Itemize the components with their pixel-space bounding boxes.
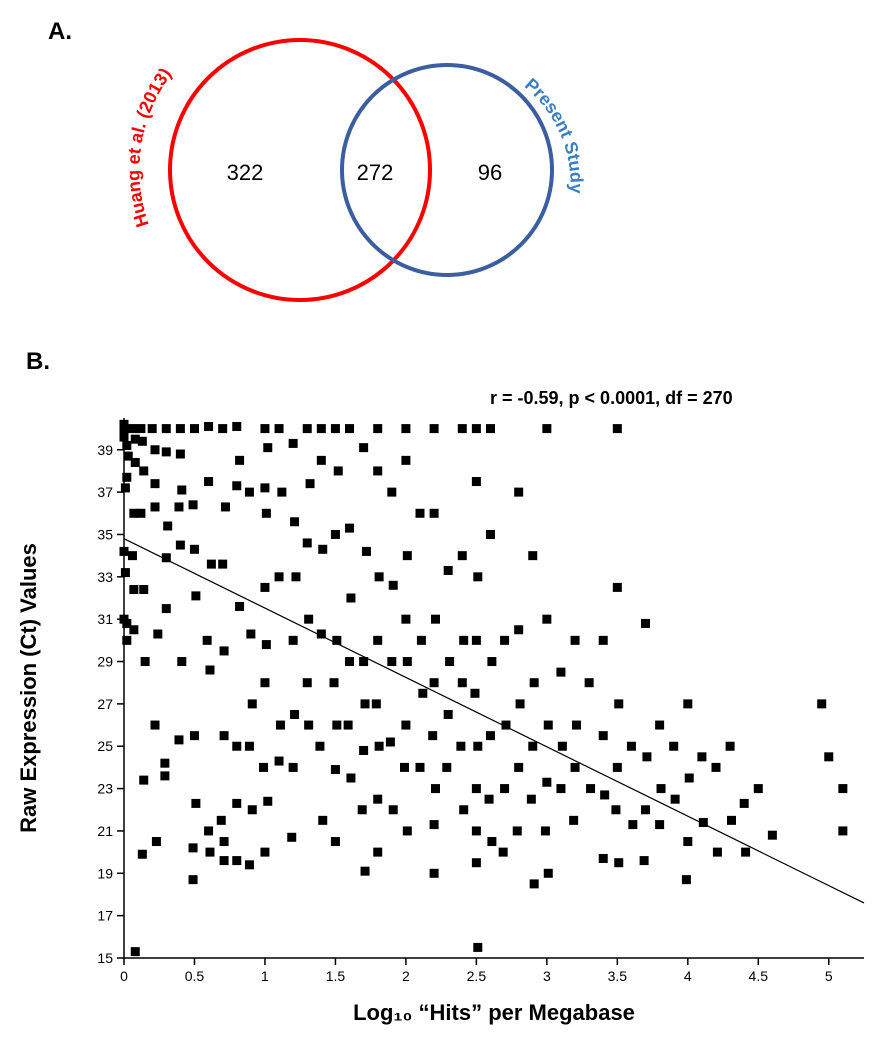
svg-text:25: 25 [97,738,113,754]
scatter-stats: r = -0.59, p < 0.0001, df = 270 [490,388,733,409]
panel-b-label: B. [26,348,50,376]
svg-text:17: 17 [97,908,113,924]
svg-text:3.5: 3.5 [608,968,628,984]
svg-text:1: 1 [261,968,269,984]
svg-text:35: 35 [97,526,113,542]
svg-text:37: 37 [97,484,113,500]
svg-text:96: 96 [478,160,502,185]
venn-svg: Huang et al. (2013)Present Study32227296 [170,20,690,320]
y-axis-label: Raw Expression (Ct) Values [16,543,42,833]
svg-text:39: 39 [97,442,113,458]
svg-text:2: 2 [402,968,410,984]
svg-text:27: 27 [97,696,113,712]
svg-text:31: 31 [97,611,113,627]
svg-text:2.5: 2.5 [467,968,487,984]
scatter-plot: 15 17 19 21 23 25 27 29 31 33 35 37 39 0 0.5 1 1.5 2 2.5 3 3… [74,408,884,1008]
svg-text:19: 19 [97,865,113,881]
svg-text:Huang et al. (2013): Huang et al. (2013) [123,64,175,229]
svg-text:29: 29 [97,654,113,670]
panel-a-label: A. [48,18,72,46]
svg-text:21: 21 [97,823,113,839]
svg-text:0.5: 0.5 [185,968,205,984]
svg-text:1.5: 1.5 [326,968,346,984]
svg-text:4: 4 [684,968,692,984]
svg-text:272: 272 [357,160,394,185]
svg-text:0: 0 [120,968,128,984]
svg-text:4.5: 4.5 [749,968,769,984]
svg-text:15: 15 [97,950,113,966]
venn-diagram: Huang et al. (2013)Present Study32227296 [170,20,690,320]
svg-text:23: 23 [97,781,113,797]
svg-text:33: 33 [97,569,113,585]
svg-text:322: 322 [227,160,264,185]
svg-text:3: 3 [543,968,551,984]
svg-text:5: 5 [825,968,833,984]
